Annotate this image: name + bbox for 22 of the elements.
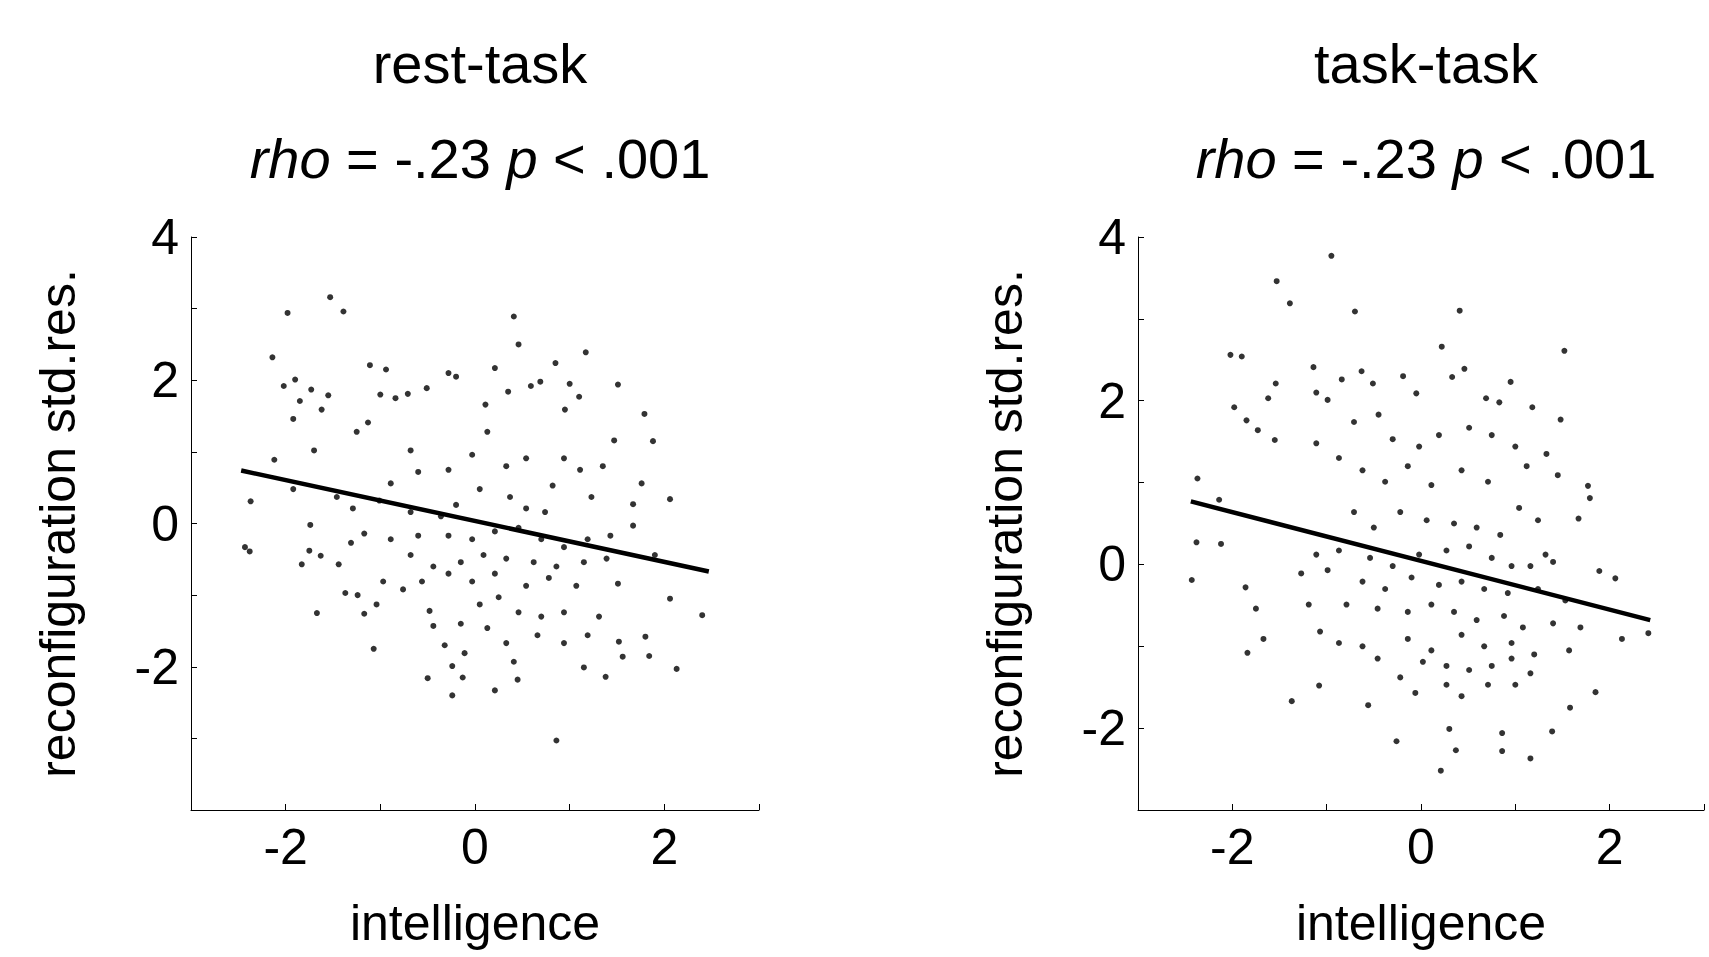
y-tick-label: 2 — [1098, 372, 1126, 429]
x-tick-label: 0 — [1407, 819, 1435, 875]
y-tick-label: 4 — [1098, 209, 1126, 265]
y-axis-title: reconfiguration std.res. — [977, 269, 1033, 778]
chart-title: task-task — [1313, 31, 1540, 95]
y-tick-label: -2 — [1081, 700, 1126, 757]
y-axis-title: reconfiguration std.res. — [30, 269, 86, 778]
y-tick-label: 0 — [151, 495, 179, 552]
x-tick-label: 2 — [1595, 819, 1624, 875]
y-tick-label: -2 — [134, 638, 179, 695]
chart-title: rest-task — [372, 31, 589, 95]
x-axis-title: intelligence — [349, 895, 601, 951]
chart-subtitle: rho = -.23 p < .001 — [249, 126, 711, 190]
chart-subtitle: rho = -.23 p < .001 — [1195, 126, 1657, 190]
x-tick-label: 0 — [461, 819, 489, 875]
x-tick-label: -2 — [1210, 819, 1255, 875]
y-tick-label: 4 — [151, 209, 179, 265]
x-tick-label: 2 — [650, 819, 679, 875]
y-tick-label: 0 — [1098, 536, 1126, 593]
y-tick-label: 2 — [151, 352, 179, 409]
x-axis-title: intelligence — [1295, 895, 1547, 951]
x-tick-label: -2 — [263, 819, 308, 875]
